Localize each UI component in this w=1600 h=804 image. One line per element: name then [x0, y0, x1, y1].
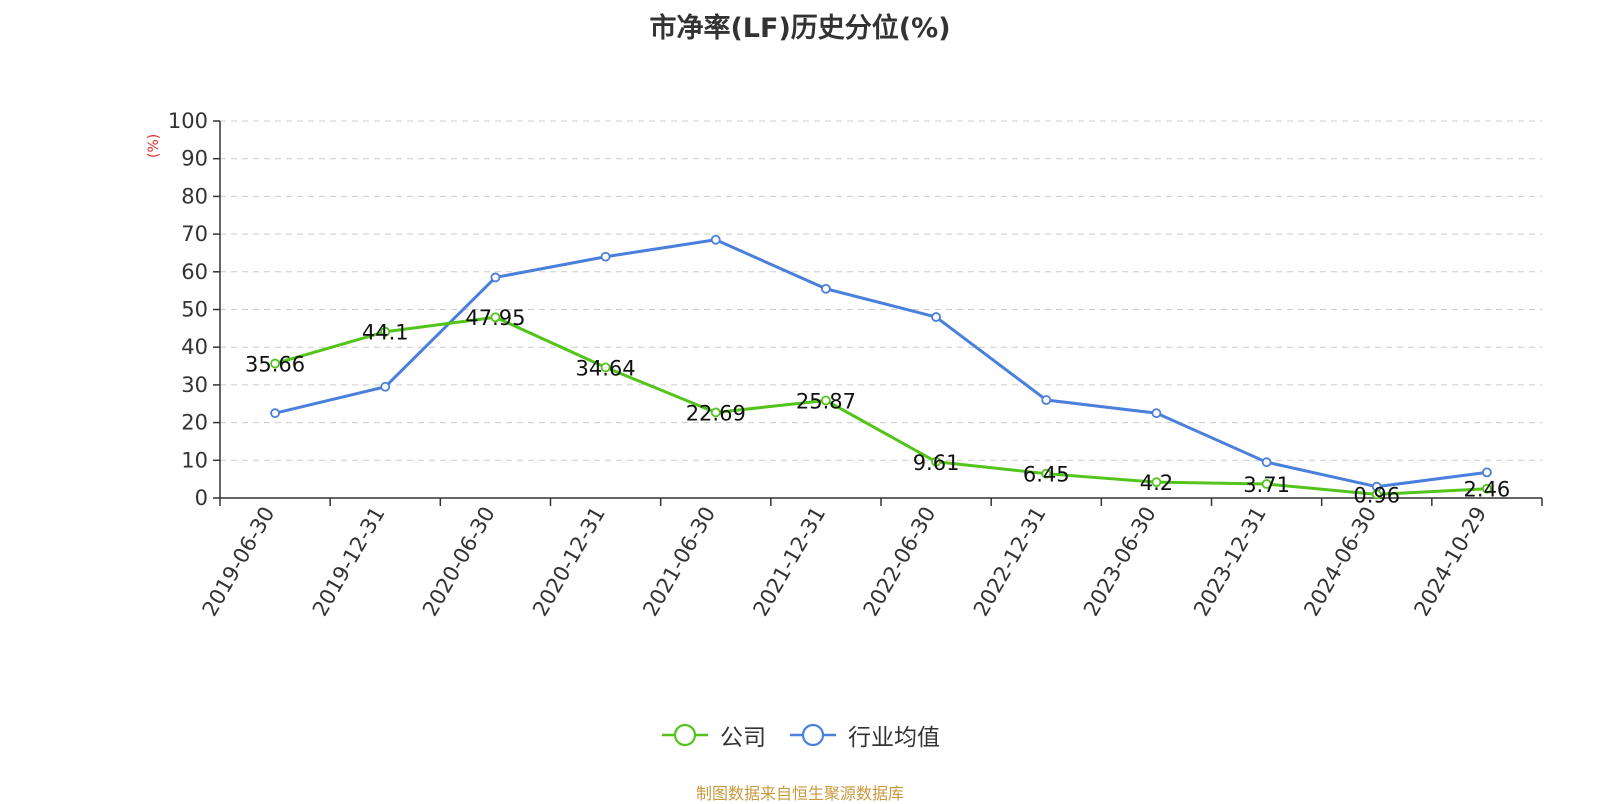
data-point — [1041, 468, 1052, 479]
data-point — [1371, 489, 1382, 500]
x-tick-label: 2020-06-30 — [418, 502, 500, 620]
data-label: 44.1 — [362, 321, 409, 345]
data-point — [1151, 408, 1162, 419]
x-tick-label: 2022-06-30 — [859, 502, 941, 620]
data-point — [931, 456, 941, 467]
x-tick-label: 2024-06-30 — [1299, 503, 1381, 621]
data-point — [1041, 395, 1052, 405]
chart-title: 市净率(LF)历史分位(%) — [649, 13, 951, 44]
data-label: 3.71 — [1243, 473, 1290, 497]
data-label: 47.95 — [465, 306, 525, 330]
data-point — [490, 312, 501, 323]
data-point — [1482, 483, 1492, 494]
x-tick-label: 2019-12-31 — [308, 503, 390, 621]
series-line-0 — [274, 315, 1487, 496]
data-label: 34.64 — [576, 356, 636, 380]
y-tick-label: 50 — [181, 298, 208, 322]
x-tick-label: 2023-12-31 — [1189, 503, 1271, 621]
y-tick-label: 70 — [181, 222, 208, 246]
data-point — [600, 251, 611, 262]
data-point — [1261, 457, 1272, 468]
data-point — [710, 407, 721, 418]
data-point — [710, 234, 721, 245]
x-tick-label: 2021-12-31 — [748, 503, 830, 621]
data-label: 25.87 — [796, 389, 856, 413]
data-point — [1151, 477, 1162, 488]
legend-label: 行业均值 — [848, 725, 940, 751]
data-point — [600, 362, 611, 373]
data-label: 6.45 — [1023, 463, 1070, 487]
legend: 公司 行业均值 — [0, 718, 1600, 752]
series-line-1 — [274, 238, 1488, 489]
data-point — [270, 408, 280, 419]
data-label: 4.2 — [1140, 471, 1173, 495]
series-layer — [270, 234, 1492, 500]
y-tick-label: 10 — [181, 448, 208, 472]
y-tick-label: 60 — [181, 260, 208, 284]
data-labels: 35.66 44.1 47.95 34.64 22.69 25.87 9.61 6.45 4.2… — [245, 306, 1510, 507]
y-tick-label: 30 — [181, 373, 208, 397]
y-tick-label: 20 — [181, 411, 208, 435]
legend-item[interactable]: 行业均值 — [788, 718, 940, 752]
legend-line-circle-icon — [662, 723, 708, 747]
x-tick-label: 2020-12-31 — [528, 503, 610, 621]
legend-label: 公司 — [720, 725, 766, 751]
data-point — [821, 395, 831, 406]
data-label: 9.61 — [913, 451, 960, 475]
data-label: 0.96 — [1353, 483, 1400, 507]
data-point — [821, 283, 831, 294]
grid-lines — [220, 120, 1542, 461]
y-tick-label: 80 — [181, 184, 208, 208]
x-tick-label: 2023-06-30 — [1079, 503, 1161, 621]
y-tick-label: 0 — [195, 486, 208, 510]
data-point — [931, 312, 941, 322]
y-tick-label: 90 — [181, 147, 208, 171]
y-tick-label: 100 — [168, 109, 208, 133]
data-point — [1482, 467, 1492, 478]
legend-item[interactable]: 公司 — [660, 718, 766, 752]
x-tick-label: 2021-06-30 — [638, 503, 720, 621]
data-label: 2.46 — [1464, 478, 1511, 502]
axes: 0 10 20 30 40 50 60 70 80 90 100 2019-06-30 2019-12-… — [168, 109, 1543, 621]
data-point — [380, 381, 391, 392]
data-point — [270, 358, 280, 369]
data-label: 35.66 — [245, 353, 305, 377]
y-tick-label: 40 — [181, 335, 208, 359]
x-tick-label: 2024-10-29 — [1409, 503, 1491, 621]
data-point — [380, 326, 391, 337]
legend-line-circle-icon — [790, 723, 836, 747]
data-point — [490, 272, 501, 283]
x-tick-label: 2022-12-31 — [969, 503, 1051, 621]
x-tick-label: 2019-06-30 — [198, 503, 280, 621]
data-label: 22.69 — [686, 401, 746, 425]
data-point — [1261, 479, 1272, 489]
source-note: 制图数据来自恒生聚源数据库 — [695, 784, 904, 803]
